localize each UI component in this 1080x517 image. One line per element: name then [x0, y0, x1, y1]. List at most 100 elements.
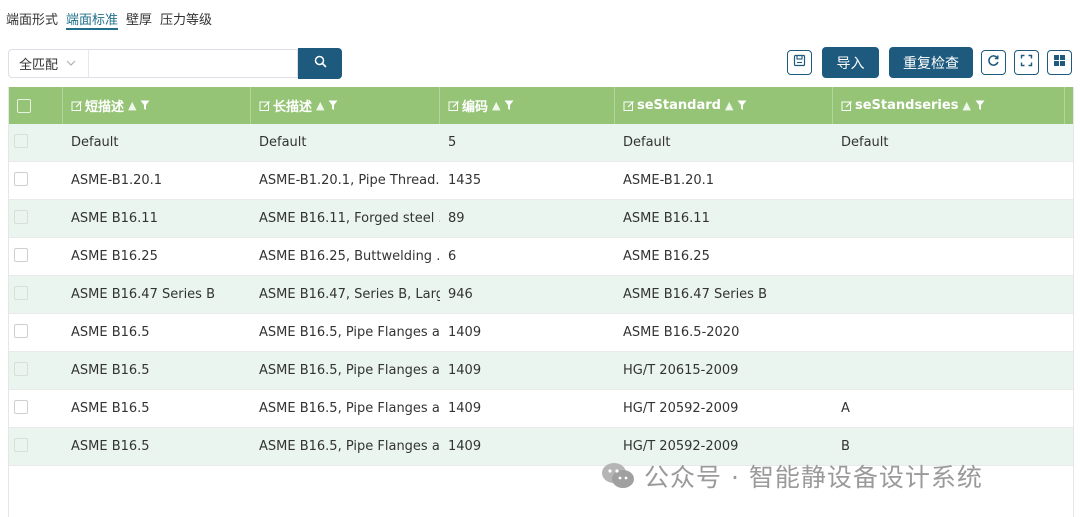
- search-button[interactable]: [298, 48, 342, 79]
- table-cell[interactable]: 6: [448, 249, 457, 264]
- search-icon: [314, 55, 327, 72]
- sort-icon[interactable]: ▲︎: [316, 99, 325, 112]
- edit-icon: [841, 100, 853, 112]
- column-header-se-standard[interactable]: seStandard ▲︎: [615, 87, 833, 124]
- table-cell[interactable]: 1409: [448, 363, 482, 378]
- refresh-icon: [987, 54, 1000, 71]
- row-select-cell: [9, 209, 63, 228]
- table-cell[interactable]: ASME B16.5, Pipe Flanges a...: [259, 401, 440, 416]
- row-checkbox[interactable]: [14, 171, 28, 186]
- table-row[interactable]: ASME B16.5 ASME B16.5, Pipe Flanges a... 1…: [9, 352, 1073, 390]
- table-row[interactable]: ASME B16.5 ASME B16.5, Pipe Flanges a... 1…: [9, 390, 1073, 428]
- table-row[interactable]: Default Default 5 Default Default: [9, 124, 1073, 162]
- table-cell[interactable]: ASME B16.5, Pipe Flanges a...: [259, 325, 440, 340]
- row-checkbox[interactable]: [14, 247, 28, 262]
- column-header-code[interactable]: 编码 ▲︎: [440, 87, 615, 124]
- watermark-text: 公众号 · 智能静设备设计系统: [644, 463, 983, 492]
- column-header-se-standseries[interactable]: seStandseries ▲︎: [833, 87, 1065, 124]
- sort-icon[interactable]: ▲︎: [128, 99, 137, 112]
- table-cell[interactable]: ASME B16.25: [71, 249, 158, 264]
- table-cell[interactable]: ASME B16.25, Buttwelding ...: [259, 249, 440, 264]
- table-cell[interactable]: 946: [448, 287, 473, 302]
- table-cell[interactable]: ASME B16.25: [623, 249, 710, 264]
- row-checkbox[interactable]: [14, 437, 28, 452]
- table-cell[interactable]: ASME B16.5-2020: [623, 325, 740, 340]
- table-cell[interactable]: ASME-B1.20.1: [623, 173, 715, 188]
- table-row[interactable]: ASME B16.5 ASME B16.5, Pipe Flanges a... 1…: [9, 428, 1073, 466]
- edit-icon: [448, 100, 460, 112]
- table-cell[interactable]: A: [841, 401, 850, 416]
- table-cell[interactable]: HG/T 20592-2009: [623, 439, 739, 454]
- import-button[interactable]: 导入: [822, 47, 879, 78]
- filter-icon[interactable]: [737, 100, 747, 111]
- column-header-short-desc[interactable]: 短描述 ▲︎: [63, 87, 251, 124]
- table-cell[interactable]: Default: [71, 135, 119, 150]
- table-cell[interactable]: ASME B16.11: [71, 211, 158, 226]
- table-cell[interactable]: Default: [623, 135, 671, 150]
- table-cell[interactable]: Default: [841, 135, 889, 150]
- table-cell[interactable]: ASME B16.47 Series B: [71, 287, 216, 302]
- row-checkbox[interactable]: [14, 323, 28, 338]
- table-row[interactable]: ASME B16.11 ASME B16.11, Forged steel ...…: [9, 200, 1073, 238]
- table-cell[interactable]: HG/T 20615-2009: [623, 363, 739, 378]
- edit-icon: [259, 100, 271, 112]
- table-cell[interactable]: ASME B16.5: [71, 363, 150, 378]
- row-select-cell: [9, 133, 63, 152]
- save-button[interactable]: [787, 50, 812, 75]
- filter-icon[interactable]: [504, 100, 514, 111]
- row-select-cell: [9, 247, 63, 266]
- tab-end-face-type[interactable]: 端面形式: [6, 13, 59, 28]
- table-row[interactable]: ASME B16.47 Series B ASME B16.47, Series …: [9, 276, 1073, 314]
- table-cell[interactable]: 1409: [448, 325, 482, 340]
- table-cell[interactable]: ASME B16.5: [71, 325, 150, 340]
- match-mode-select[interactable]: 全匹配: [8, 49, 88, 78]
- table-cell[interactable]: 5: [448, 135, 457, 150]
- right-tools: 导入 重复检查: [779, 47, 1072, 78]
- search-input[interactable]: [88, 49, 298, 78]
- table-cell[interactable]: ASME B16.5, Pipe Flanges a...: [259, 439, 440, 454]
- select-all-checkbox[interactable]: [17, 98, 31, 113]
- filter-icon[interactable]: [140, 100, 150, 111]
- sort-icon[interactable]: ▲︎: [492, 99, 501, 112]
- table-cell[interactable]: HG/T 20592-2009: [623, 401, 739, 416]
- column-header-long-desc[interactable]: 长描述 ▲︎: [251, 87, 440, 124]
- tab-end-face-standard[interactable]: 端面标准: [66, 0, 119, 30]
- column-label: seStandard: [637, 98, 721, 113]
- table-cell[interactable]: 89: [448, 211, 465, 226]
- table-cell[interactable]: ASME B16.47, Series B, Larg...: [259, 287, 440, 302]
- table-cell[interactable]: 1409: [448, 439, 482, 454]
- row-checkbox[interactable]: [14, 133, 28, 148]
- table-cell[interactable]: ASME B16.5: [71, 401, 150, 416]
- column-label: seStandseries: [855, 98, 959, 113]
- row-checkbox[interactable]: [14, 399, 28, 414]
- fullscreen-button[interactable]: [1014, 50, 1039, 75]
- table-cell[interactable]: ASME B16.11, Forged steel ...: [259, 211, 440, 226]
- row-checkbox[interactable]: [14, 285, 28, 300]
- table-cell[interactable]: ASME B16.5: [71, 439, 150, 454]
- table-row[interactable]: ASME-B1.20.1 ASME-B1.20.1, Pipe Thread...…: [9, 162, 1073, 200]
- table-cell[interactable]: ASME B16.5, Pipe Flanges a...: [259, 363, 440, 378]
- row-checkbox[interactable]: [14, 209, 28, 224]
- tab-wall-thickness[interactable]: 壁厚: [126, 13, 153, 28]
- recheck-button[interactable]: 重复检查: [889, 47, 973, 78]
- filter-icon[interactable]: [328, 100, 338, 111]
- table-cell[interactable]: B: [841, 439, 850, 454]
- table-cell[interactable]: ASME-B1.20.1: [71, 173, 163, 188]
- refresh-button[interactable]: [981, 50, 1006, 75]
- column-label: 短描述: [85, 100, 125, 115]
- table-cell[interactable]: 1435: [448, 173, 482, 188]
- column-settings-button[interactable]: [1047, 50, 1072, 75]
- table-row[interactable]: ASME B16.5 ASME B16.5, Pipe Flanges a... 1…: [9, 314, 1073, 352]
- table-cell[interactable]: 1409: [448, 401, 482, 416]
- sort-icon[interactable]: ▲︎: [724, 99, 734, 112]
- table-cell[interactable]: ASME B16.47 Series B: [623, 287, 768, 302]
- row-checkbox[interactable]: [14, 361, 28, 376]
- table-cell[interactable]: ASME-B1.20.1, Pipe Thread...: [259, 173, 440, 188]
- sort-icon[interactable]: ▲︎: [962, 99, 971, 112]
- table-cell[interactable]: Default: [259, 135, 307, 150]
- table-cell[interactable]: ASME B16.11: [623, 211, 710, 226]
- tab-pressure-class[interactable]: 压力等级: [160, 13, 213, 28]
- filter-icon[interactable]: [975, 100, 985, 111]
- table-row[interactable]: ASME B16.25 ASME B16.25, Buttwelding ... 6…: [9, 238, 1073, 276]
- row-select-cell: [9, 399, 63, 418]
